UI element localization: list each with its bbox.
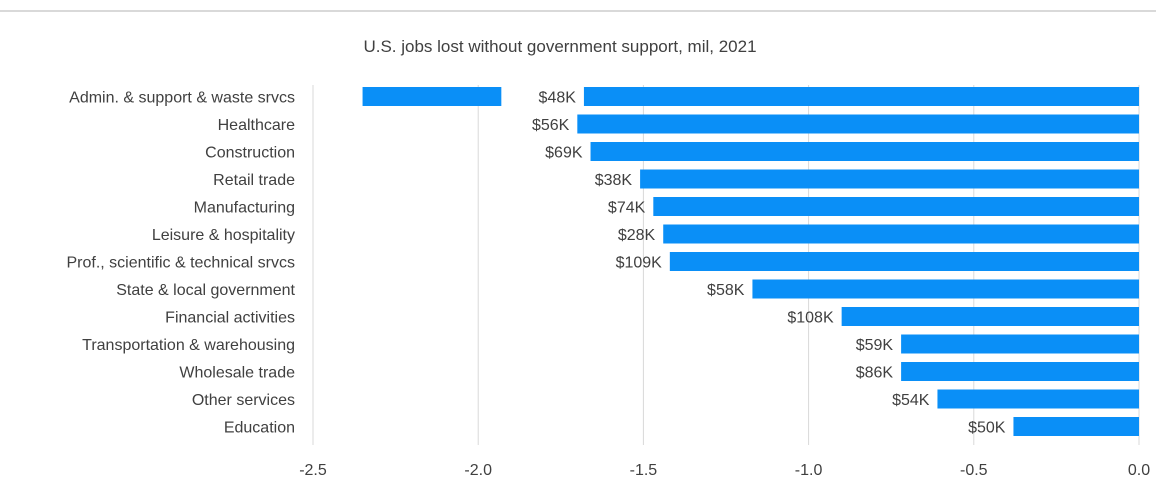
bar (752, 279, 1139, 299)
bar-segment (362, 87, 502, 106)
x-tick-label: 0.0 (1128, 462, 1150, 478)
category-labels: Admin. & support & waste srvcs Healthcare… (66, 90, 295, 437)
bar (1013, 417, 1139, 436)
bar (640, 169, 1139, 189)
data-label: $108K (787, 310, 834, 327)
category-label: Other services (192, 392, 295, 409)
category-label: State & local government (116, 282, 295, 299)
data-label: $86K (856, 365, 894, 382)
data-label: $74K (608, 200, 646, 217)
data-label: $48K (539, 90, 577, 107)
chart-title: U.S. jobs lost without government suppor… (363, 37, 756, 56)
category-label: Education (224, 420, 295, 437)
x-tick-label: -0.5 (960, 462, 988, 478)
data-labels: $48K $56K $69K $38K $74K $28K $109K $58K $108K $5… (532, 90, 1006, 437)
bar (901, 334, 1139, 354)
x-tick-label: -1.0 (795, 462, 823, 478)
data-label: $28K (618, 227, 656, 244)
category-label: Wholesale trade (179, 365, 295, 382)
data-label: $58K (707, 282, 745, 299)
data-label: $56K (532, 117, 570, 134)
top-divider (0, 10, 1156, 12)
data-label: $59K (856, 337, 894, 354)
bar (583, 87, 1139, 106)
data-label: $69K (545, 145, 583, 162)
category-label: Prof., scientific & technical srvcs (66, 255, 295, 272)
x-tick-label: -2.5 (299, 462, 327, 478)
bars (362, 87, 1139, 436)
bar (841, 307, 1139, 326)
bar (590, 142, 1139, 161)
category-label: Leisure & hospitality (152, 227, 295, 244)
data-label: $109K (616, 255, 663, 272)
category-label: Transportation & warehousing (82, 337, 295, 354)
category-label: Manufacturing (194, 200, 295, 217)
bar (901, 362, 1139, 381)
data-label: $54K (892, 392, 930, 409)
x-tick-label: -2.0 (464, 462, 492, 478)
data-label: $38K (595, 172, 633, 189)
bar (937, 389, 1139, 409)
bar (577, 114, 1139, 134)
x-tick-label: -1.5 (630, 462, 658, 478)
data-label: $50K (968, 420, 1006, 437)
x-axis-tick-labels: -2.5 -2.0 -1.5 -1.0 -0.5 0.0 (299, 462, 1150, 478)
category-label: Construction (205, 145, 295, 162)
category-label: Retail trade (213, 172, 295, 189)
bar (669, 252, 1139, 271)
bar (663, 224, 1139, 244)
category-label: Healthcare (218, 117, 295, 134)
category-label: Financial activities (165, 310, 295, 327)
bar (653, 197, 1139, 216)
category-label: Admin. & support & waste srvcs (69, 90, 295, 107)
